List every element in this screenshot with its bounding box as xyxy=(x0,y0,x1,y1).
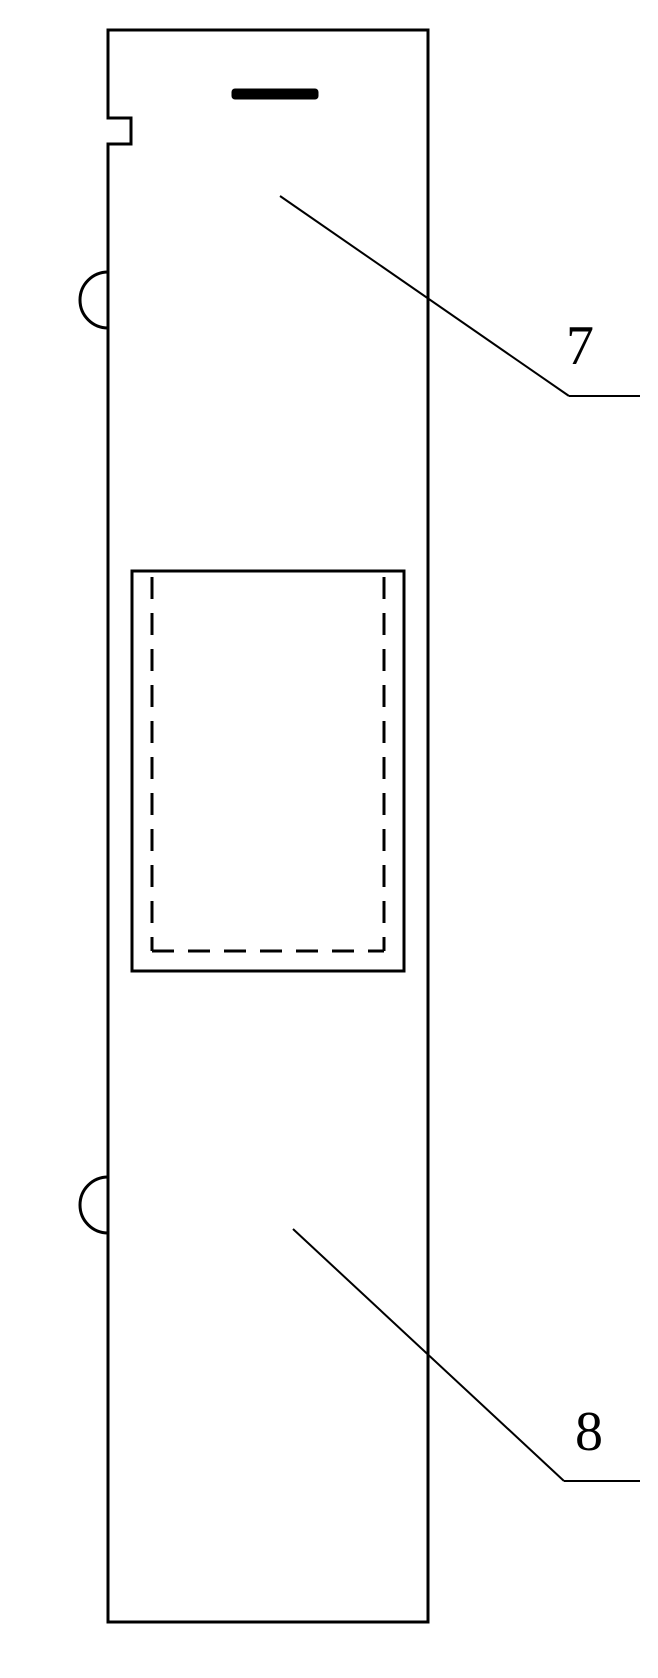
middle-panel-outline xyxy=(132,571,404,971)
left-bump-top xyxy=(80,272,108,328)
leader7-leader-1 xyxy=(280,196,569,396)
top-slot xyxy=(232,89,318,99)
leader7-label: 7 xyxy=(566,315,594,377)
left-bump-bottom xyxy=(80,1177,108,1233)
leader8-label: 8 xyxy=(575,1401,603,1463)
device-body-outline xyxy=(108,30,428,1622)
